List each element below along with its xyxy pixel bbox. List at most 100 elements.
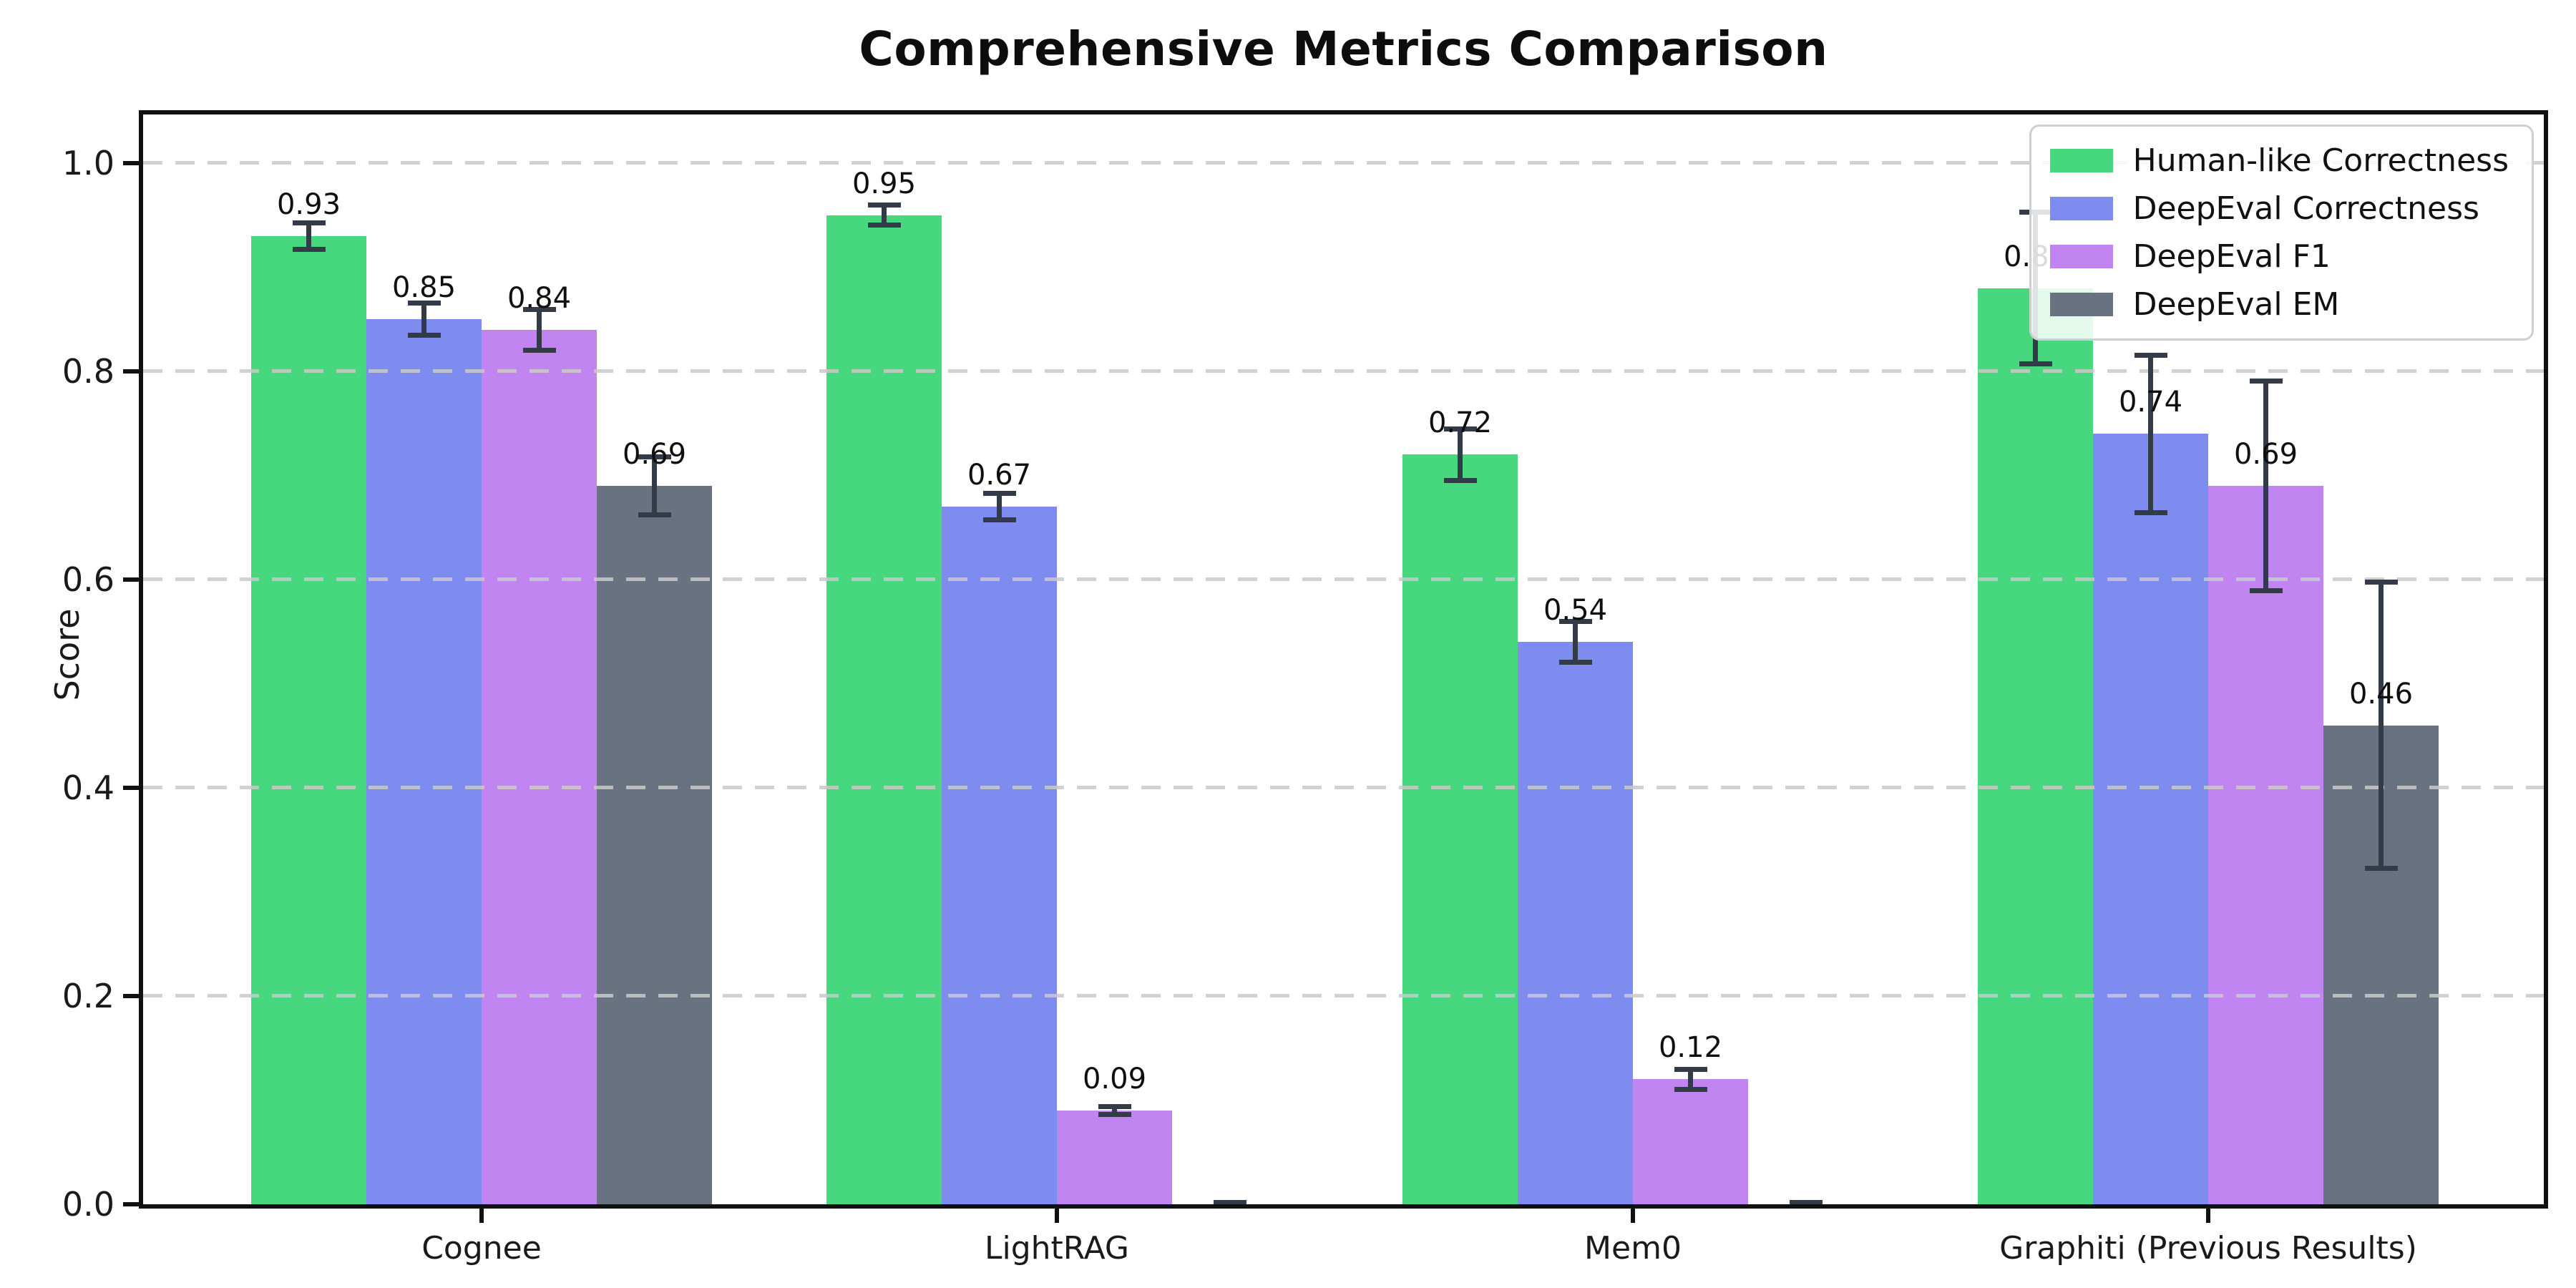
- error-bar-line: [882, 203, 887, 228]
- error-bar-cap-bottom: [1098, 1111, 1131, 1117]
- error-bar-cap-bottom: [638, 512, 671, 517]
- error-bar-line: [652, 454, 657, 517]
- bar-value-label: 0.95: [852, 167, 917, 200]
- bar-value-label: 0.74: [2118, 386, 2183, 419]
- bar-deepeval-correctness-2: [942, 507, 1057, 1204]
- bar-deepeval-f1-2: [1057, 1111, 1172, 1204]
- error-bar-line: [2148, 352, 2153, 515]
- x-tick-mark: [479, 1209, 484, 1223]
- legend-row: DeepEval F1: [2049, 238, 2509, 275]
- bar-deepeval-f1-1: [482, 329, 597, 1204]
- error-bar-cap-bottom: [1213, 1203, 1246, 1209]
- gridline-y-0.6: [143, 577, 2544, 581]
- error-bar: [522, 306, 556, 353]
- error-bar-cap-bottom: [2249, 587, 2283, 593]
- legend-label: DeepEval EM: [2132, 286, 2340, 323]
- y-tick-label: 0.4: [62, 769, 114, 807]
- error-bar: [1789, 1200, 1823, 1209]
- error-bar-cap-bottom: [1443, 477, 1477, 483]
- error-bar-line: [1458, 426, 1463, 483]
- bar-value-label: 0.69: [2233, 438, 2298, 472]
- error-bar-cap-top: [2364, 580, 2398, 585]
- legend-label: DeepEval F1: [2132, 238, 2331, 275]
- error-bar: [638, 454, 671, 517]
- error-bar-cap-bottom: [2134, 509, 2167, 515]
- error-bar-cap-top: [522, 306, 556, 312]
- error-bar-line: [2263, 379, 2268, 593]
- bar-human-like-correctness-2: [826, 215, 942, 1204]
- error-bar-cap-bottom: [2019, 361, 2052, 366]
- error-bar-cap-bottom: [522, 347, 556, 353]
- bar-deepeval-f1-3: [1633, 1079, 1748, 1204]
- x-tick-label-3: Mem0: [1584, 1230, 1682, 1267]
- bar-value-label: 0.12: [1658, 1031, 1723, 1065]
- chart-title: Comprehensive Metrics Comparison: [859, 21, 1828, 77]
- x-tick-label-4: Graphiti (Previous Results): [1999, 1230, 2417, 1267]
- error-bar: [867, 203, 901, 228]
- error-bar-cap-top: [1213, 1200, 1246, 1206]
- y-tick-mark: [123, 577, 140, 582]
- error-bar: [2364, 580, 2398, 872]
- error-bar-cap-top: [1443, 426, 1477, 432]
- legend-row: DeepEval EM: [2049, 286, 2509, 323]
- error-bar-line: [306, 220, 311, 252]
- error-bar-cap-top: [292, 220, 326, 226]
- y-tick-label: 0.0: [62, 1185, 114, 1224]
- x-tick-label-2: LightRAG: [984, 1230, 1130, 1267]
- bar-value-label: 0.93: [276, 187, 341, 221]
- bar-deepeval-em-1: [597, 486, 712, 1204]
- legend-swatch: [2049, 149, 2113, 172]
- error-bar-cap-top: [1098, 1104, 1131, 1110]
- gridline-y-0.4: [143, 786, 2544, 789]
- error-bar-cap-bottom: [292, 246, 326, 252]
- y-tick-mark: [123, 994, 140, 998]
- y-tick-label: 0.8: [62, 352, 114, 391]
- y-tick-label: 0.2: [62, 977, 114, 1015]
- error-bar-cap-top: [1789, 1200, 1823, 1206]
- legend: Human-like Correctness DeepEval Correctne…: [2029, 125, 2534, 341]
- legend-row: Human-like Correctness: [2049, 142, 2509, 179]
- error-bar-line: [2379, 580, 2384, 872]
- bar-deepeval-correctness-1: [366, 319, 482, 1204]
- x-tick-mark: [2206, 1209, 2210, 1223]
- error-bar-cap-top: [982, 491, 1016, 497]
- error-bar: [1443, 426, 1477, 483]
- error-bar-cap-bottom: [867, 223, 901, 228]
- error-bar-cap-top: [638, 454, 671, 460]
- gridline-y-1: [143, 161, 2544, 165]
- bar-human-like-correctness-1: [251, 235, 366, 1204]
- bar-value-label: 0.69: [622, 438, 687, 472]
- legend-label: Human-like Correctness: [2132, 142, 2509, 179]
- error-bar-cap-bottom: [2364, 866, 2398, 872]
- bar-value-label: 0.09: [1082, 1063, 1147, 1096]
- error-bar-cap-top: [2134, 352, 2167, 358]
- bar-value-label: 0.85: [391, 271, 457, 305]
- gridline-y-0.8: [143, 369, 2544, 373]
- error-bar-line: [1112, 1104, 1117, 1117]
- y-tick-mark: [123, 1202, 140, 1206]
- error-bar-cap-bottom: [1674, 1086, 1707, 1092]
- bar-human-like-correctness-3: [1402, 454, 1518, 1204]
- error-bar-line: [997, 491, 1002, 522]
- gridline-y-0.2: [143, 994, 2544, 997]
- error-bar: [1674, 1066, 1707, 1092]
- error-bar: [1213, 1200, 1246, 1209]
- error-bar-cap-bottom: [982, 517, 1016, 522]
- legend-label: DeepEval Correctness: [2132, 190, 2479, 227]
- legend-swatch: [2049, 293, 2113, 316]
- error-bar-line: [421, 301, 426, 338]
- error-bar: [292, 220, 326, 252]
- error-bar-cap-top: [1674, 1066, 1707, 1072]
- error-bar: [2134, 352, 2167, 515]
- error-bar: [1558, 619, 1592, 665]
- y-tick-label: 0.6: [62, 560, 114, 599]
- error-bar: [407, 301, 441, 338]
- error-bar-line: [1688, 1066, 1693, 1092]
- error-bar: [982, 491, 1016, 522]
- y-tick-mark: [123, 161, 140, 165]
- plot-area: 0.930.950.720.880.850.670.540.740.840.09…: [139, 110, 2548, 1209]
- y-tick-label: 1.0: [62, 144, 114, 182]
- error-bar-cap-top: [867, 203, 901, 208]
- error-bar-cap-top: [2249, 379, 2283, 384]
